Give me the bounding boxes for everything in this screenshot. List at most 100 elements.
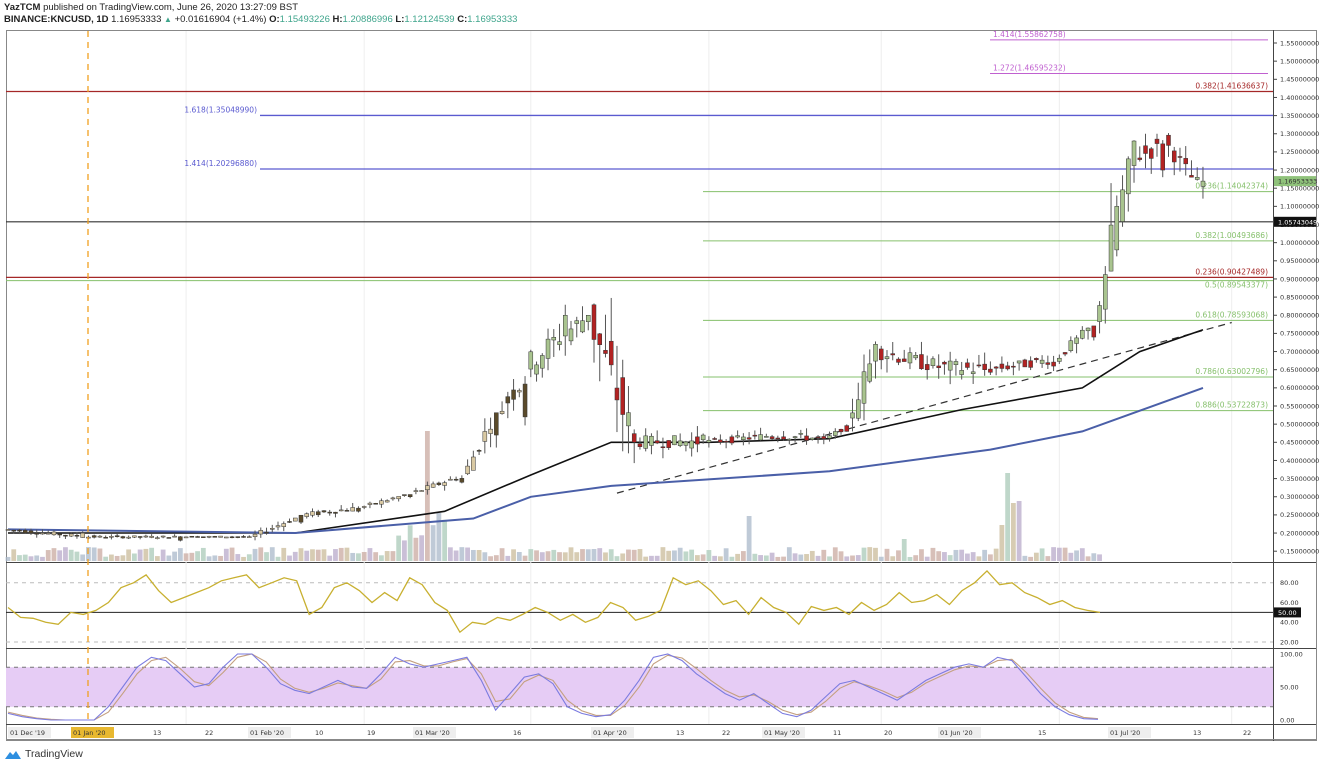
volume-bar (379, 555, 384, 561)
candle (1114, 206, 1120, 251)
volume-bar (5, 556, 11, 561)
volume-bar (109, 554, 114, 561)
month-tick-bg (8, 727, 51, 738)
price-tick: 0.85000000 (1280, 293, 1319, 301)
candle (557, 341, 562, 345)
candle (448, 478, 453, 481)
time-tick: 11 (833, 729, 841, 737)
candle (1120, 189, 1125, 222)
candle (11, 529, 16, 532)
tradingview-logo[interactable]: TradingView (4, 748, 83, 760)
volume-bar (413, 537, 419, 561)
candle (1062, 352, 1068, 355)
candle (585, 315, 591, 322)
volume-bar (614, 556, 620, 561)
candle (896, 358, 901, 363)
volume-bar (442, 519, 448, 561)
candle (114, 535, 120, 537)
volume-bar (844, 556, 850, 561)
candle (827, 435, 832, 439)
publisher-name: YazTCM (4, 2, 41, 13)
volume-bar (562, 552, 568, 561)
candle (396, 496, 401, 500)
time-tick: 22 (1243, 729, 1251, 737)
ma-blue-line (7, 386, 1204, 535)
candle (80, 532, 85, 538)
candle (1171, 150, 1177, 163)
candle (183, 536, 189, 539)
candle (959, 370, 964, 375)
volume-bar (534, 550, 539, 561)
volume-bar (103, 556, 109, 561)
volume-bar (436, 512, 442, 561)
price-tick: 1.50000000 (1280, 57, 1319, 65)
volume-bar (63, 547, 68, 561)
candle (459, 478, 465, 483)
candle (856, 399, 861, 419)
candle (746, 437, 752, 440)
open-label: O: (269, 14, 280, 25)
rsi-tick: 80.00 (1280, 579, 1299, 587)
volume-bar (608, 549, 614, 561)
volume-bar (338, 547, 344, 561)
volume-bar (304, 550, 310, 561)
candle (631, 433, 637, 443)
candle (126, 536, 131, 539)
volume-bar (919, 549, 924, 561)
volume-bar (735, 553, 741, 561)
candle (924, 364, 930, 371)
close-value: 1.16953333 (467, 14, 518, 25)
volume-bar (218, 555, 223, 561)
volume-bar (459, 547, 465, 561)
candle (224, 536, 229, 539)
volume-bar (298, 548, 304, 561)
candle (936, 365, 941, 368)
volume-bar (666, 550, 672, 561)
candle (838, 428, 844, 433)
candle (344, 510, 350, 512)
month-tick-bg (591, 727, 634, 738)
candle (551, 336, 557, 341)
volume-bar (1016, 501, 1022, 561)
volume-bar (465, 547, 470, 561)
volume-bar (539, 552, 545, 561)
candle (1028, 360, 1033, 368)
volume-bar (896, 550, 901, 561)
rsi-line (7, 569, 1101, 634)
price-tick: 0.65000000 (1280, 366, 1319, 374)
month-tick-bg (71, 727, 114, 738)
price-tick: 0.95000000 (1280, 257, 1319, 265)
volume-bar (763, 555, 769, 561)
candle (672, 435, 677, 446)
close-label: C: (457, 14, 468, 25)
fib-level-label: 0.382(1.00493686) (1195, 231, 1268, 240)
candle (741, 436, 746, 440)
price-tick: 0.35000000 (1280, 475, 1319, 483)
volume-bar (1005, 473, 1011, 561)
candle (735, 435, 740, 438)
candle (660, 446, 666, 449)
candle (643, 435, 648, 449)
volume-bar (775, 556, 781, 561)
candle (787, 438, 792, 441)
month-tick-bg (938, 727, 981, 738)
volume-bar (660, 547, 666, 561)
candle (1137, 157, 1143, 160)
candle (833, 431, 838, 436)
price-tick: 1.15000000 (1280, 185, 1319, 193)
volume-bar (258, 547, 264, 561)
volume-bar (970, 552, 976, 561)
volume-bar (511, 549, 516, 561)
stoch-rsi-pane: 100.00 50.00 0.00 (6, 650, 1303, 724)
volume-bar (528, 549, 534, 561)
candle (384, 500, 390, 503)
fib-level-label: 1.618(1.35048990) (184, 105, 257, 114)
chart-canvas[interactable]: 1.414(1.55862758) 1.272(1.46595232) 0.382(… (0, 0, 1323, 745)
volume-bar (855, 555, 861, 561)
candle (327, 511, 332, 514)
volume-bar (786, 547, 792, 561)
volume-bar (396, 535, 402, 561)
candle (1149, 148, 1154, 159)
candle (649, 435, 654, 446)
candle (804, 435, 809, 441)
